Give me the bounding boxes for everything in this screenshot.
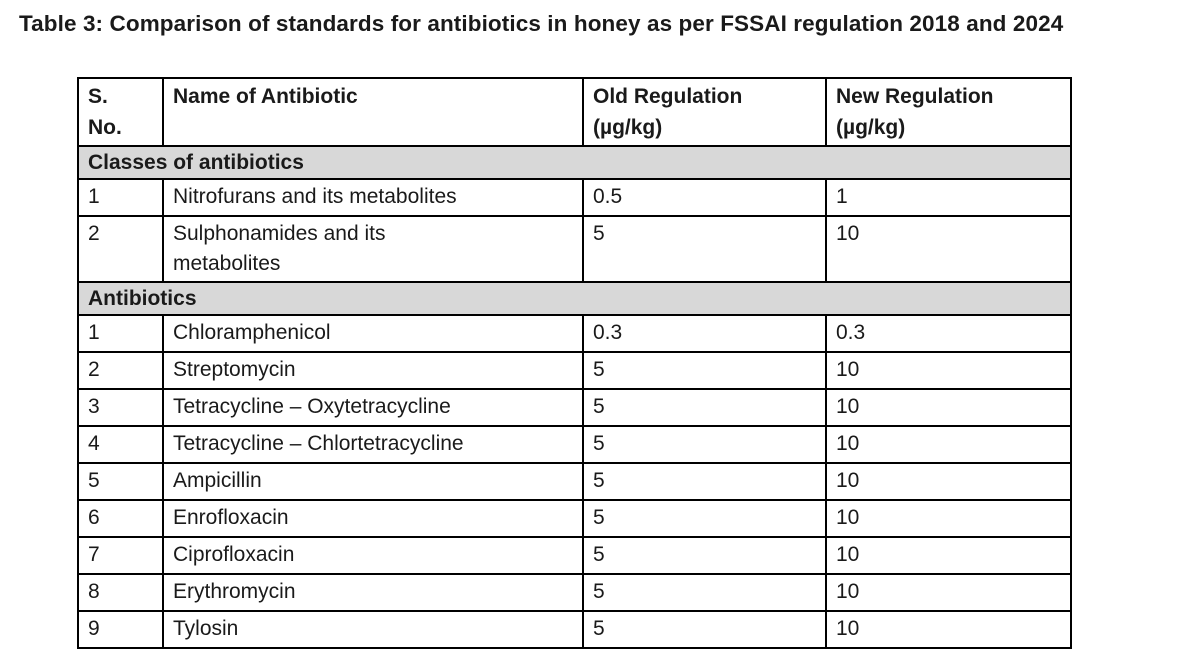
cell-old-value: 5 bbox=[582, 462, 827, 501]
table-row: 2 Sulphonamides and its metabolites 5 10 bbox=[77, 215, 1072, 283]
cell-new-value: 10 bbox=[825, 462, 1072, 501]
cell-new-value: 10 bbox=[825, 499, 1072, 538]
cell-old-value: 0.5 bbox=[582, 178, 827, 217]
cell-sno: 5 bbox=[77, 462, 164, 501]
table-row: 7 Ciprofloxacin 5 10 bbox=[77, 536, 1072, 575]
cell-name: Sulphonamides and its metabolites bbox=[162, 215, 584, 283]
table-row: 1 Nitrofurans and its metabolites 0.5 1 bbox=[77, 178, 1072, 217]
cell-name: Tetracycline – Oxytetracycline bbox=[162, 388, 584, 427]
table-row: 3 Tetracycline – Oxytetracycline 5 10 bbox=[77, 388, 1072, 427]
cell-sno: 3 bbox=[77, 388, 164, 427]
cell-old-value: 5 bbox=[582, 610, 827, 649]
header-old-line2: (µg/kg) bbox=[593, 116, 663, 139]
cell-name: Tylosin bbox=[162, 610, 584, 649]
cell-new-value: 10 bbox=[825, 610, 1072, 649]
cell-old-value: 5 bbox=[582, 215, 827, 283]
cell-old-value: 5 bbox=[582, 573, 827, 612]
header-sno-line2: No. bbox=[88, 116, 122, 139]
table-row: 9 Tylosin 5 10 bbox=[77, 610, 1072, 649]
cell-new-value: 10 bbox=[825, 388, 1072, 427]
cell-name: Ampicillin bbox=[162, 462, 584, 501]
table-row: 1 Chloramphenicol 0.3 0.3 bbox=[77, 314, 1072, 353]
cell-old-value: 5 bbox=[582, 351, 827, 390]
cell-sno: 1 bbox=[77, 178, 164, 217]
cell-sno: 4 bbox=[77, 425, 164, 464]
table-header-row: S. No. Name of Antibiotic Old Regulation… bbox=[77, 77, 1072, 147]
cell-new-value: 0.3 bbox=[825, 314, 1072, 353]
section-label-classes: Classes of antibiotics bbox=[77, 145, 1072, 180]
cell-name: Enrofloxacin bbox=[162, 499, 584, 538]
cell-new-value: 10 bbox=[825, 351, 1072, 390]
table-row: 4 Tetracycline – Chlortetracycline 5 10 bbox=[77, 425, 1072, 464]
cell-new-value: 10 bbox=[825, 573, 1072, 612]
header-name-line1: Name of Antibiotic bbox=[173, 85, 358, 108]
antibiotics-standards-table: S. No. Name of Antibiotic Old Regulation… bbox=[77, 77, 1072, 649]
header-old-line1: Old Regulation bbox=[593, 85, 743, 108]
cell-name: Streptomycin bbox=[162, 351, 584, 390]
cell-sno: 9 bbox=[77, 610, 164, 649]
header-sno-line1: S. bbox=[88, 85, 108, 108]
header-new-regulation: New Regulation (µg/kg) bbox=[825, 77, 1072, 147]
header-new-line1: New Regulation bbox=[836, 85, 994, 108]
table-row: 6 Enrofloxacin 5 10 bbox=[77, 499, 1072, 538]
section-label-antibiotics: Antibiotics bbox=[77, 281, 1072, 316]
cell-sno: 6 bbox=[77, 499, 164, 538]
cell-name: Tetracycline – Chlortetracycline bbox=[162, 425, 584, 464]
section-header-row: Classes of antibiotics bbox=[77, 145, 1072, 180]
header-name: Name of Antibiotic bbox=[162, 77, 584, 147]
cell-sno: 1 bbox=[77, 314, 164, 353]
cell-new-value: 10 bbox=[825, 536, 1072, 575]
cell-old-value: 5 bbox=[582, 388, 827, 427]
cell-old-value: 0.3 bbox=[582, 314, 827, 353]
cell-old-value: 5 bbox=[582, 499, 827, 538]
table-row: 5 Ampicillin 5 10 bbox=[77, 462, 1072, 501]
cell-name: Erythromycin bbox=[162, 573, 584, 612]
section-header-row: Antibiotics bbox=[77, 281, 1072, 316]
cell-old-value: 5 bbox=[582, 536, 827, 575]
cell-sno: 2 bbox=[77, 351, 164, 390]
cell-name: Chloramphenicol bbox=[162, 314, 584, 353]
header-new-line2: (µg/kg) bbox=[836, 116, 906, 139]
cell-sno: 7 bbox=[77, 536, 164, 575]
cell-sno: 2 bbox=[77, 215, 164, 283]
cell-new-value: 1 bbox=[825, 178, 1072, 217]
table-row: 2 Streptomycin 5 10 bbox=[77, 351, 1072, 390]
header-old-regulation: Old Regulation (µg/kg) bbox=[582, 77, 827, 147]
cell-name: Nitrofurans and its metabolites bbox=[162, 178, 584, 217]
cell-old-value: 5 bbox=[582, 425, 827, 464]
table-row: 8 Erythromycin 5 10 bbox=[77, 573, 1072, 612]
cell-new-value: 10 bbox=[825, 215, 1072, 283]
header-sno: S. No. bbox=[77, 77, 164, 147]
table-caption: Table 3: Comparison of standards for ant… bbox=[19, 11, 1064, 36]
cell-sno: 8 bbox=[77, 573, 164, 612]
cell-new-value: 10 bbox=[825, 425, 1072, 464]
cell-name: Ciprofloxacin bbox=[162, 536, 584, 575]
